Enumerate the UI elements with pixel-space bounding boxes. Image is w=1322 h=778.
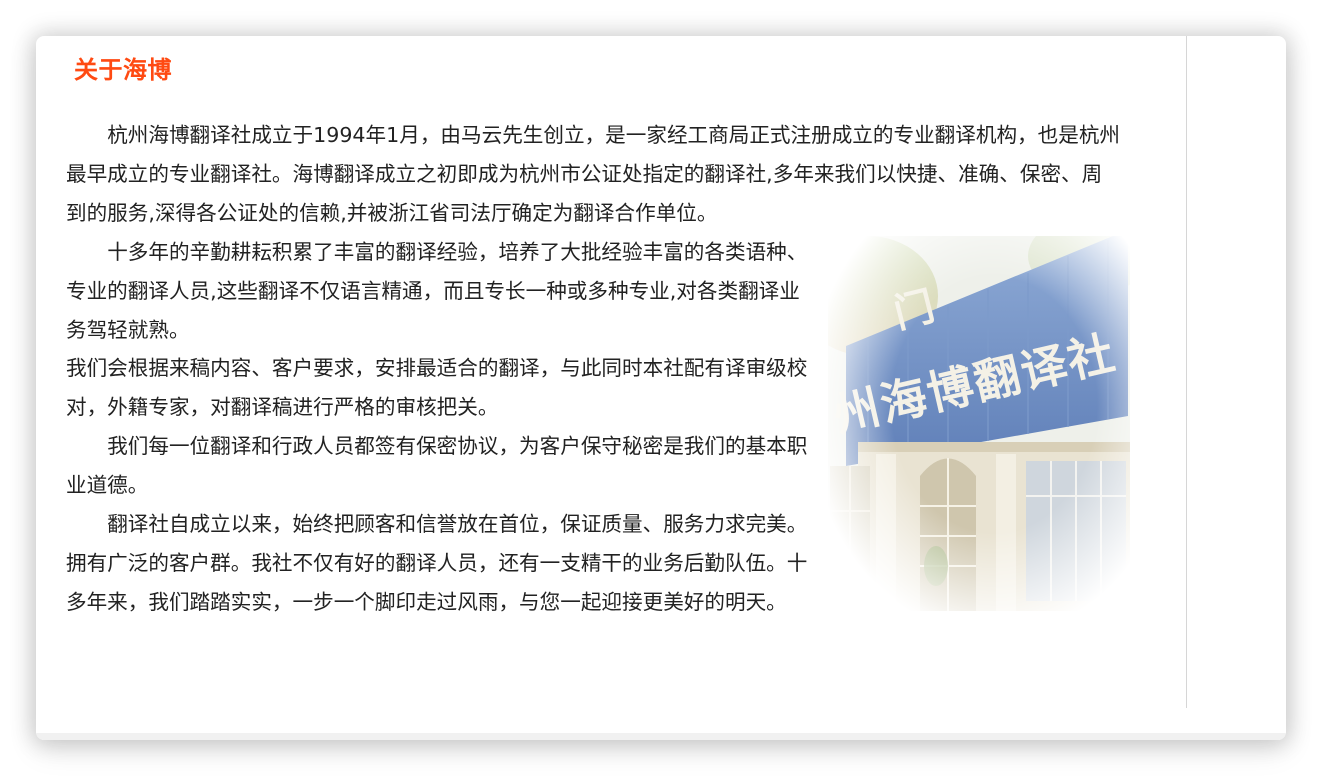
paragraph-4: 我们每一位翻译和行政人员都签有保密协议，为客户保守秘密是我们的基本职业道德。 bbox=[66, 434, 808, 498]
paragraph-5: 翻译社自成立以来，始终把顾客和信誉放在首位，保证质量、服务力求完美。拥有广泛的客… bbox=[66, 512, 808, 614]
footer-band bbox=[36, 733, 1286, 740]
content-card: 关于海博 杭州海博翻译社成立于1994年1月，由马云先生创立，是一家经工商局正式… bbox=[36, 36, 1286, 740]
about-article: 杭州海博翻译社成立于1994年1月，由马云先生创立，是一家经工商局正式注册成立的… bbox=[66, 116, 1130, 622]
column-divider bbox=[1186, 36, 1187, 708]
storefront-photo: 门 州海博翻译社 bbox=[828, 235, 1130, 611]
section-title: 关于海博 bbox=[74, 56, 172, 84]
paragraph-1: 杭州海博翻译社成立于1994年1月，由马云先生创立，是一家经工商局正式注册成立的… bbox=[66, 123, 1121, 225]
paragraph-2: 十多年的辛勤耕耘积累了丰富的翻译经验，培养了大批经验丰富的各类语种、专业的翻译人… bbox=[66, 239, 808, 342]
paragraph-3: 我们会根据来稿内容、客户要求，安排最适合的翻译，与此同时本社配有译审级校对，外籍… bbox=[66, 356, 808, 420]
